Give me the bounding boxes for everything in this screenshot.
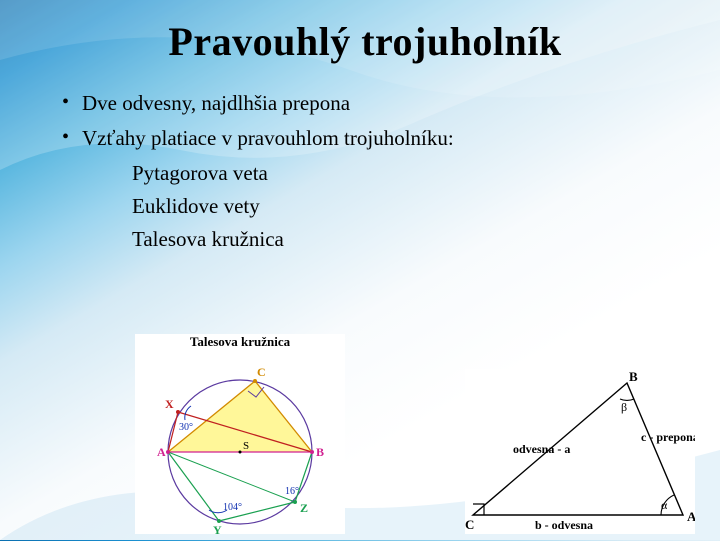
thales-diagram: Talesova kružnica [135, 334, 345, 534]
right-triangle-diagram: α β A B C c - prepona odvesna - a b - od… [465, 369, 695, 534]
bullet-item: Dve odvesny, najdlhšia prepona [60, 91, 670, 116]
sub-item: Pytagorova veta [60, 161, 670, 186]
bullet-list: Dve odvesny, najdlhšia prepona Vzťahy pl… [60, 91, 670, 151]
diagrams-row: Talesova kružnica [0, 334, 720, 534]
sub-item: Talesova kružnica [60, 227, 670, 252]
svg-text:A: A [687, 509, 695, 524]
svg-text:C: C [465, 517, 474, 532]
thales-title: Talesova kružnica [135, 334, 345, 350]
thales-svg: S A B C X Y Z 30° 104° 16° [135, 352, 345, 536]
svg-text:Z: Z [300, 501, 308, 515]
triangle-svg: α β A B C c - prepona odvesna - a b - od… [465, 369, 695, 534]
bullet-item: Vzťahy platiace v pravouhlom trojuholník… [60, 126, 670, 151]
sub-item: Euklidove vety [60, 194, 670, 219]
svg-text:X: X [165, 397, 174, 411]
svg-text:b - odvesna: b - odvesna [535, 518, 593, 532]
svg-text:S: S [243, 440, 249, 452]
svg-text:β: β [621, 400, 627, 414]
svg-text:16°: 16° [285, 486, 299, 497]
svg-text:odvesna - a: odvesna - a [513, 442, 570, 456]
svg-text:B: B [629, 369, 638, 384]
svg-text:A: A [157, 445, 166, 459]
svg-text:B: B [316, 445, 324, 459]
svg-text:Y: Y [213, 523, 222, 536]
slide-title: Pravouhlý trojuholník [60, 18, 670, 65]
svg-text:30°: 30° [179, 422, 193, 433]
svg-text:c - prepona: c - prepona [641, 430, 695, 444]
svg-text:α: α [661, 498, 668, 512]
svg-text:104°: 104° [223, 502, 242, 513]
svg-text:C: C [257, 365, 266, 379]
slide-content: Pravouhlý trojuholník Dve odvesny, najdl… [0, 0, 720, 540]
